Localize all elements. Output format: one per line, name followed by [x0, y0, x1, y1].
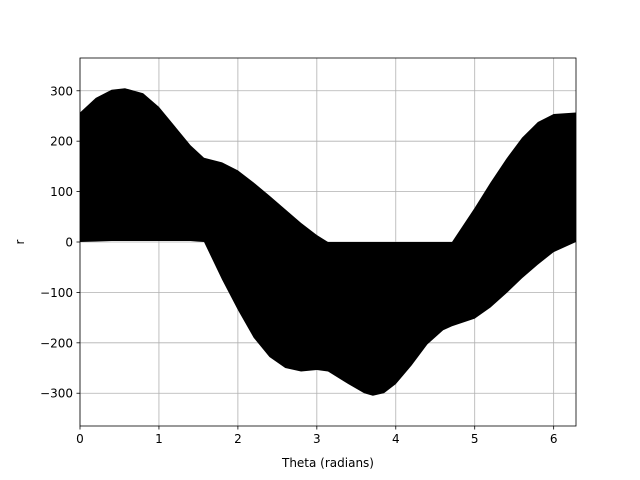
y-tick-label: 300 — [50, 84, 73, 98]
x-tick-label: 1 — [155, 432, 163, 446]
x-tick-label: 3 — [313, 432, 321, 446]
x-tick-label: 0 — [76, 432, 84, 446]
y-axis-label: r — [13, 239, 27, 244]
y-tick-label: −300 — [40, 387, 73, 401]
x-axis: 0 1 2 3 4 5 6 — [76, 426, 557, 446]
y-tick-label: −100 — [40, 286, 73, 300]
x-axis-label: Theta (radians) — [281, 456, 374, 470]
y-tick-label: 200 — [50, 135, 73, 149]
x-tick-label: 4 — [392, 432, 400, 446]
y-axis: 300 200 100 0 −100 −200 −300 — [40, 84, 80, 400]
x-tick-label: 6 — [550, 432, 558, 446]
y-tick-label: −200 — [40, 336, 73, 350]
y-tick-label: 100 — [50, 185, 73, 199]
x-tick-label: 2 — [234, 432, 242, 446]
x-tick-label: 5 — [471, 432, 479, 446]
y-tick-label: 0 — [65, 236, 73, 250]
